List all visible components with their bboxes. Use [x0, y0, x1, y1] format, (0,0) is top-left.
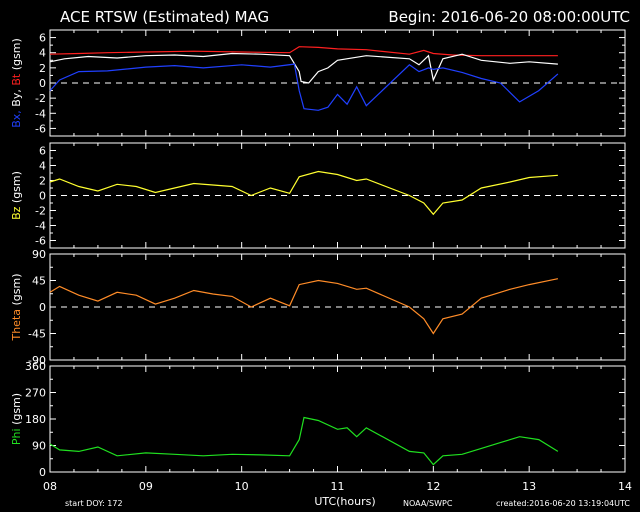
y-tick-label: 6: [39, 32, 46, 45]
y-tick-label: -4: [35, 107, 46, 120]
y-axis-label: Bx, By, Bt (gsm): [10, 38, 23, 128]
y-axis-label-part: Phi: [10, 428, 23, 445]
y-axis-label-part: Bx,: [10, 110, 23, 128]
y-tick-label: 90: [32, 248, 46, 261]
y-tick-label: -2: [35, 205, 46, 218]
start-doy: start DOY: 172: [65, 499, 123, 508]
y-tick-label: 360: [25, 360, 46, 373]
panel-3: -90 -45 0 45 90 Theta (gsm): [10, 248, 626, 367]
series-bz: [49, 170, 558, 216]
y-axis-label-part: (gsm): [10, 171, 23, 207]
y-axis-label-part: (gsm): [10, 38, 23, 74]
created-label: created:2016-06-20 13:19:04UTC: [496, 499, 630, 508]
y-axis-label-part: (gsm): [10, 393, 23, 429]
x-tick-label: 08: [43, 480, 57, 493]
y-tick-label: 180: [25, 413, 46, 426]
y-tick-label: -45: [28, 328, 46, 341]
y-axis-label-part: Theta: [10, 309, 23, 342]
x-tick-label: 09: [139, 480, 153, 493]
x-tick-label: 11: [331, 480, 345, 493]
y-tick-label: 2: [39, 62, 46, 75]
y-tick-label: 4: [39, 160, 46, 173]
chart-title: ACE RTSW (Estimated) MAG: [60, 8, 269, 26]
y-axis-label-part: By,: [10, 89, 23, 110]
y-tick-label: -6: [35, 122, 46, 135]
panel-2: -6 -4 -2 0 2 4 6 Bz (gsm): [10, 142, 626, 249]
y-axis-label-part: (gsm): [10, 273, 23, 309]
series-by: [49, 52, 558, 84]
y-tick-label: 6: [39, 145, 46, 158]
y-tick-label: 90: [32, 440, 46, 453]
y-tick-label: -4: [35, 220, 46, 233]
x-tick-label: 12: [426, 480, 440, 493]
y-axis-label-part: Bt: [10, 73, 23, 89]
y-axis-label: Theta (gsm): [10, 273, 23, 341]
x-tick-label: 10: [235, 480, 249, 493]
y-axis-label: Phi (gsm): [10, 393, 23, 445]
y-tick-label: 2: [39, 175, 46, 188]
y-tick-label: 0: [39, 190, 46, 203]
x-tick-label: 13: [522, 480, 536, 493]
y-tick-label: -90: [28, 354, 46, 367]
y-tick-label: 0: [39, 77, 46, 90]
begin-time: Begin: 2016-06-20 08:00:00UTC: [388, 8, 630, 26]
y-tick-label: 270: [25, 387, 46, 400]
x-tick-label: 14: [618, 480, 632, 493]
y-tick-label: 4: [39, 47, 46, 60]
series-bt: [49, 46, 558, 57]
panels: -6 -4 -2 0 2 4 6 Bx, By, Bt (gsm) -6 -4 -2 0 2 4 6 Bz (…: [10, 29, 632, 493]
y-tick-label: -2: [35, 92, 46, 105]
series-phi: [49, 416, 559, 466]
series-theta: [49, 278, 559, 335]
panel-4: 0 90 180 270 360 08 09 10 11 12 13 14 Phi (gsm): [10, 360, 632, 493]
org-label: NOAA/SWPC: [403, 499, 453, 508]
y-tick-label: 0: [39, 301, 46, 314]
y-tick-label: 45: [32, 275, 46, 288]
series-bx: [49, 63, 559, 111]
x-axis-label: UTC(hours): [314, 495, 375, 508]
y-axis-label-part: Bz: [10, 206, 23, 220]
y-tick-label: 0: [39, 466, 46, 479]
panel-1: -6 -4 -2 0 2 4 6 Bx, By, Bt (gsm): [10, 29, 626, 137]
y-axis-label: Bz (gsm): [10, 171, 23, 220]
y-tick-label: -6: [35, 235, 46, 248]
